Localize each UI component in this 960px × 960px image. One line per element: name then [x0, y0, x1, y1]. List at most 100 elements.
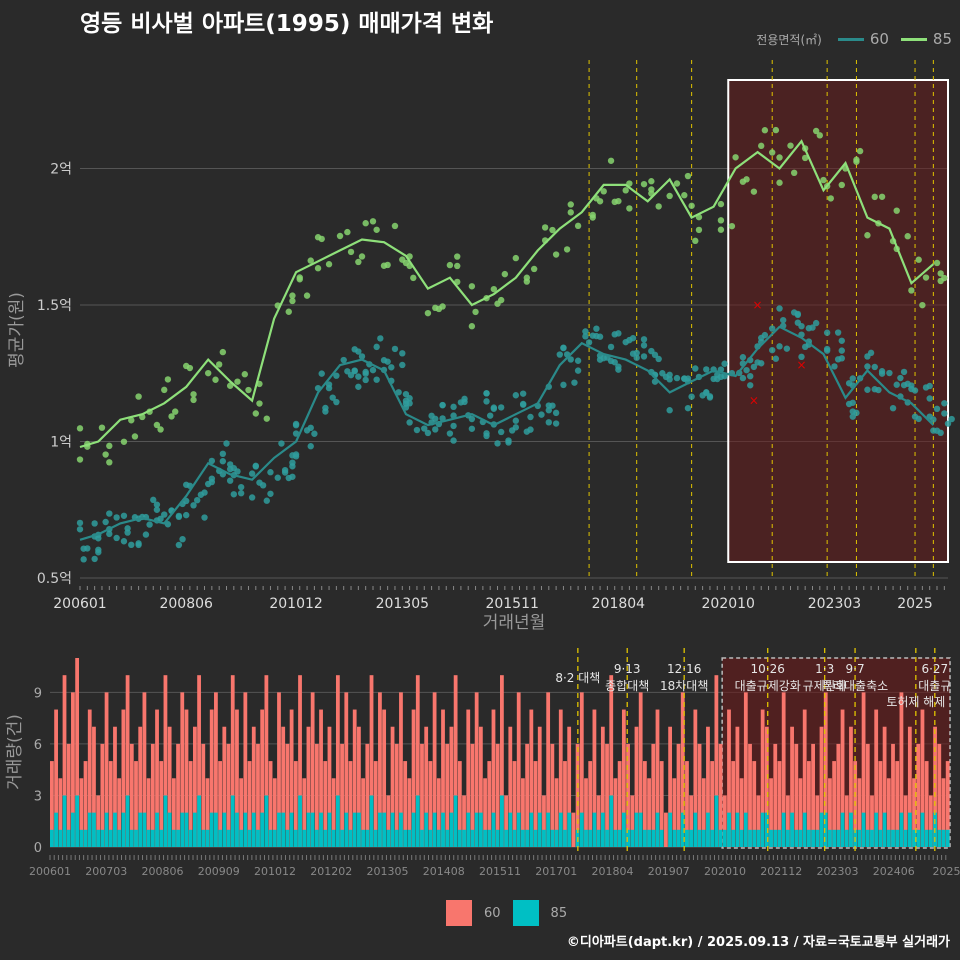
- bar-60: [226, 743, 231, 847]
- scatter-point-85: [717, 226, 725, 233]
- scatter-point-60: [747, 382, 754, 389]
- bar-85: [647, 829, 651, 847]
- scatter-point-60: [739, 354, 747, 361]
- bar-60: [188, 761, 193, 847]
- scatter-point-85: [695, 226, 703, 234]
- scatter-point-60: [629, 350, 637, 357]
- bar-85: [878, 829, 883, 847]
- scatter-point-85: [135, 393, 142, 400]
- bar-60: [344, 692, 349, 847]
- bar-85: [642, 829, 647, 847]
- bar-85: [689, 829, 694, 847]
- bar-85: [672, 829, 677, 847]
- scatter-point-85: [212, 376, 219, 383]
- scatter-point-85: [758, 142, 765, 150]
- x-tick-label: 200601: [53, 596, 106, 612]
- bar-60: [756, 795, 761, 847]
- bar-60: [849, 726, 853, 847]
- scatter-point-60: [706, 394, 714, 401]
- scatter-point-85: [622, 187, 629, 194]
- bar-85: [306, 812, 311, 847]
- bar-85: [264, 795, 269, 847]
- bar-85: [928, 829, 933, 847]
- scatter-point-85: [816, 132, 824, 139]
- y-axis-title: 거래량(건): [5, 714, 25, 790]
- bar-85: [651, 829, 656, 847]
- scatter-point-60: [640, 342, 648, 349]
- scatter-point-60: [703, 366, 710, 373]
- scatter-point-85: [263, 415, 270, 422]
- bar-60: [239, 778, 244, 847]
- scatter-point-60: [230, 491, 238, 498]
- scatter-point-85: [120, 438, 128, 445]
- bar-85: [445, 829, 450, 847]
- bar-60: [348, 761, 353, 847]
- x-marker: ×: [749, 394, 759, 408]
- scatter-point-60: [128, 541, 135, 549]
- bar-60: [899, 692, 904, 847]
- bar-60: [352, 709, 357, 847]
- scatter-point-60: [432, 426, 439, 433]
- bar-85: [722, 829, 727, 847]
- bar-85: [739, 829, 744, 847]
- scatter-point-85: [102, 451, 109, 458]
- annotation-label: 토허제 해제: [886, 695, 945, 709]
- bar-85: [567, 812, 572, 847]
- scatter-point-60: [505, 439, 512, 446]
- bar-85: [66, 829, 71, 847]
- bar-85: [605, 829, 609, 847]
- y-tick-label: 1억: [50, 435, 72, 451]
- bar-85: [865, 829, 870, 847]
- scatter-point-60: [681, 375, 688, 382]
- scatter-point-85: [446, 261, 454, 269]
- scatter-point-85: [904, 233, 911, 240]
- scatter-point-60: [428, 412, 435, 420]
- legend-swatch-85: [900, 37, 927, 41]
- scatter-point-85: [615, 197, 622, 205]
- bar-60: [916, 743, 921, 847]
- annotation-label: 특례대출축소: [822, 679, 888, 693]
- bar-60: [150, 743, 155, 847]
- scatter-point-60: [146, 521, 153, 528]
- bar-60: [584, 778, 588, 847]
- bar-60: [870, 795, 874, 847]
- scatter-point-85: [574, 222, 582, 230]
- scatter-point-60: [941, 400, 948, 407]
- y-tick-label: 1.5억: [37, 298, 72, 314]
- scatter-point-85: [289, 292, 296, 299]
- bar-85: [815, 829, 820, 847]
- bar-85: [142, 812, 147, 847]
- bar-60: [272, 778, 277, 847]
- bar-60: [819, 726, 824, 847]
- scatter-point-60: [274, 474, 281, 481]
- bar-60: [613, 778, 618, 847]
- scatter-point-85: [161, 386, 168, 394]
- bar-60: [184, 709, 189, 847]
- bar-85: [415, 795, 420, 847]
- bar-60: [937, 743, 942, 847]
- bar-60: [706, 726, 710, 847]
- scatter-point-60: [552, 409, 560, 417]
- bar-85: [390, 812, 395, 847]
- bar-85: [113, 812, 117, 847]
- scatter-point-85: [355, 258, 362, 266]
- highlight-box: [727, 79, 950, 563]
- scatter-point-60: [355, 383, 362, 390]
- legend-label-60: 60: [869, 30, 889, 48]
- bar-60: [697, 743, 702, 847]
- scatter-point-85: [289, 297, 296, 305]
- y-tick-label: 0.5억: [37, 571, 72, 587]
- bar-60: [399, 692, 403, 847]
- scatter-point-85: [648, 186, 655, 193]
- bar-60: [441, 709, 445, 847]
- bar-85: [357, 812, 361, 847]
- bar-60: [436, 778, 441, 847]
- bar-85: [319, 812, 323, 847]
- scatter-point-60: [497, 404, 505, 411]
- bar-85: [676, 829, 681, 847]
- scatter-point-85: [600, 188, 607, 195]
- scatter-point-60: [237, 490, 245, 497]
- bar-85: [155, 812, 159, 847]
- bar-60: [525, 743, 530, 847]
- x-tick-label: 201012: [254, 865, 296, 878]
